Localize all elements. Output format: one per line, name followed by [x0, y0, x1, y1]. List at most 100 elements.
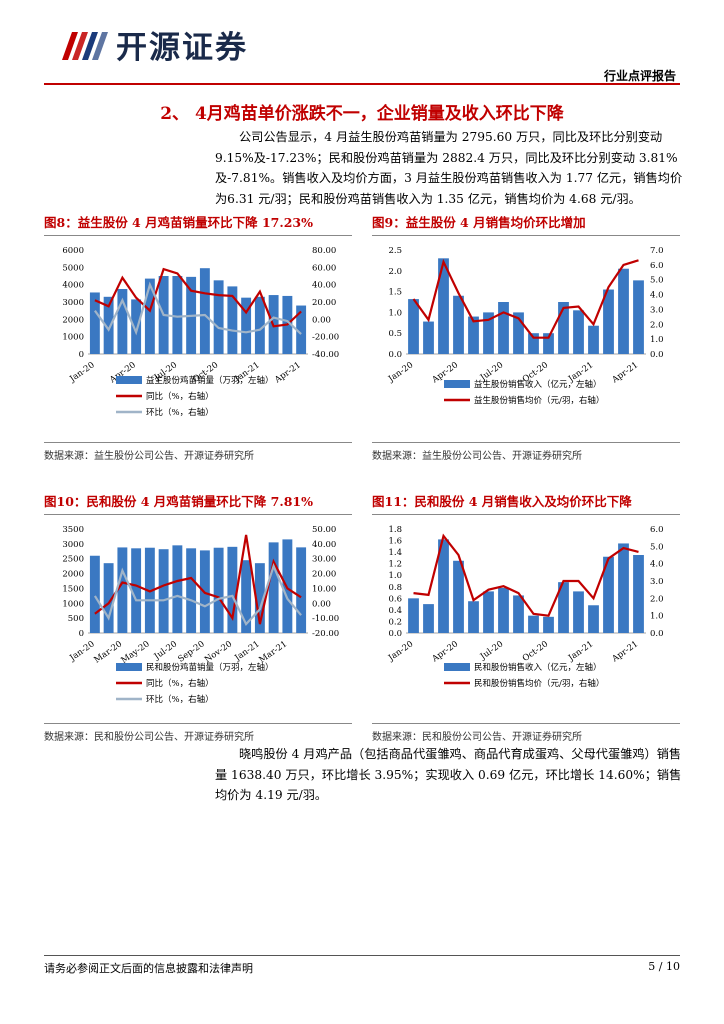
- y-tick-label: 0.2: [388, 617, 402, 627]
- bar: [453, 560, 464, 633]
- legend-label: 益生股份销售均价（元/羽，右轴）: [474, 395, 604, 406]
- y-tick-label: 3000: [62, 540, 84, 550]
- y-tick-label: 5000: [62, 263, 84, 273]
- y2-tick-label: 0.0: [650, 350, 664, 360]
- legend-label: 同比（%，右轴）: [146, 391, 214, 402]
- bar: [618, 543, 629, 633]
- x-tick-label: Sep-20: [176, 639, 206, 664]
- y-tick-label: 2.0: [388, 267, 402, 277]
- bar: [573, 591, 584, 633]
- y2-tick-label: 6.0: [650, 525, 664, 535]
- bar: [254, 563, 265, 633]
- x-tick-label: Nov-20: [203, 639, 234, 665]
- bar: [528, 615, 539, 633]
- y-tick-label: 2500: [62, 555, 84, 565]
- series-line: [94, 267, 302, 328]
- bar: [103, 563, 114, 633]
- series-line: [93, 562, 302, 627]
- bar: [199, 268, 210, 354]
- bar: [172, 276, 183, 354]
- bar: [603, 289, 614, 354]
- figure-9: 图9：益生股份 4 月销售均价环比增加 0.0 0.5 1.0 1.5 2.0 2.5 0.…: [372, 212, 680, 462]
- bar: [423, 604, 434, 633]
- bar: [131, 299, 142, 354]
- figure-title: 图11：民和股份 4 月销售收入及均价环比下降: [372, 494, 632, 509]
- legend-label: 民和股份鸡苗销量（万羽，左轴）: [146, 662, 274, 673]
- series-line: [413, 533, 639, 617]
- section-title: 2、 4月鸡苗单价涨跌不一，企业销量及收入环比下降: [160, 104, 564, 124]
- bar: [573, 310, 584, 354]
- y2-tick-label: 0.0: [650, 629, 664, 639]
- figure-bottom-rule: [372, 442, 680, 443]
- x-tick-label: Jan-21: [566, 639, 595, 664]
- brand-logo-icon: [62, 32, 108, 60]
- bar: [227, 286, 238, 354]
- bar: [254, 296, 265, 354]
- y2-tick-label: 3.0: [650, 305, 664, 315]
- legend-swatch: [116, 663, 142, 671]
- y2-tick-label: 30.00: [312, 555, 336, 565]
- figure-source: 数据来源：民和股份公司公告、开源证券研究所: [44, 732, 254, 743]
- legend-label: 益生股份销售收入（亿元，左轴）: [474, 379, 602, 390]
- bar: [408, 299, 419, 354]
- bar: [513, 595, 524, 633]
- y2-tick-label: 5.0: [650, 276, 664, 286]
- figure-source: 数据来源：益生股份公司公告、开源证券研究所: [44, 451, 254, 462]
- y2-tick-label: 3.0: [650, 577, 664, 587]
- figure-top-rule: [372, 235, 680, 236]
- brand-name: 开源证券: [116, 30, 248, 66]
- bar: [241, 560, 252, 633]
- bar: [588, 605, 599, 633]
- figure-source: 数据来源：民和股份公司公告、开源证券研究所: [372, 732, 582, 743]
- legend-label: 环比（%，右轴）: [146, 694, 214, 705]
- bar: [144, 278, 155, 354]
- y-tick-label: 1.2: [388, 560, 402, 570]
- chart-11: 0.00.20.40.60.81.01.21.41.61.80.01.02.03…: [386, 525, 664, 689]
- y2-tick-label: 80.00: [312, 246, 336, 256]
- y2-tick-label: 2.0: [650, 594, 664, 604]
- paragraph-1: 公司公告显示，4 月益生股份鸡苗销量为 2795.60 万只，同比及环比分别变动…: [215, 130, 683, 206]
- footer-divider: [44, 955, 680, 956]
- y2-tick-label: -20.00: [312, 629, 339, 639]
- bar: [172, 545, 183, 633]
- bar: [131, 548, 142, 633]
- bar: [483, 312, 494, 354]
- bar: [528, 333, 539, 354]
- y-tick-label: 4000: [62, 281, 84, 291]
- x-tick-label: Mar-21: [258, 639, 290, 665]
- bar: [633, 280, 644, 354]
- y-tick-label: 0.8: [388, 583, 402, 593]
- x-tick-label: Apr-21: [610, 639, 641, 665]
- figure-top-rule: [44, 235, 352, 236]
- bar: [558, 582, 569, 633]
- x-tick-label: Mar-20: [93, 639, 125, 665]
- bar: [227, 546, 238, 633]
- bar: [483, 591, 494, 633]
- y-tick-label: 1500: [62, 584, 84, 594]
- y2-tick-label: 40.00: [312, 281, 336, 291]
- y-tick-label: 1000: [62, 599, 84, 609]
- legend-swatch: [444, 663, 470, 671]
- legend-label: 环比（%，右轴）: [146, 407, 214, 418]
- legend-label: 同比（%，右轴）: [146, 678, 214, 689]
- y-tick-label: 0.4: [388, 606, 402, 616]
- bar: [438, 539, 449, 633]
- y-tick-label: 1.6: [388, 537, 402, 547]
- bar: [543, 616, 554, 633]
- x-tick-label: Apr-20: [430, 639, 461, 665]
- y2-tick-label: 4.0: [650, 560, 664, 570]
- figure-bottom-rule: [44, 442, 352, 443]
- bar: [89, 555, 100, 633]
- bar: [408, 598, 419, 633]
- figure-bottom-rule: [372, 723, 680, 724]
- y2-tick-label: 4.0: [650, 291, 664, 301]
- paragraph-2: 晓鸣股份 4 月鸡产品（包括商品代蛋雏鸡、商品代育成蛋鸡、父母代蛋雏鸡）销售量 …: [215, 747, 682, 802]
- y2-tick-label: 6.0: [650, 261, 664, 271]
- bar: [438, 258, 449, 354]
- x-tick-label: Jan-21: [232, 639, 261, 664]
- y-tick-label: 3500: [62, 525, 84, 535]
- y-tick-label: 1.5: [388, 288, 402, 298]
- bar: [468, 316, 479, 354]
- x-tick-label: May-20: [119, 639, 151, 666]
- y2-tick-label: 60.00: [312, 263, 336, 273]
